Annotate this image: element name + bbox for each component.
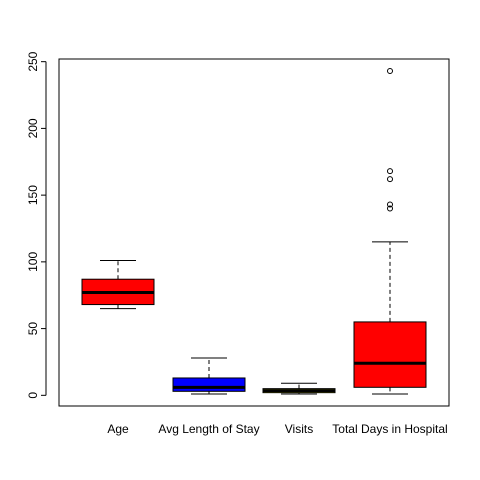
y-tick-label: 100 bbox=[26, 252, 40, 272]
x-tick-label: Age bbox=[107, 422, 129, 436]
y-tick-label: 50 bbox=[26, 322, 40, 336]
outlier-point bbox=[388, 177, 393, 182]
box-body bbox=[173, 378, 245, 391]
y-tick-label: 250 bbox=[26, 51, 40, 71]
x-tick-label: Visits bbox=[285, 422, 313, 436]
outlier-point bbox=[388, 69, 393, 74]
outlier-point bbox=[388, 169, 393, 174]
box-1 bbox=[173, 358, 245, 394]
y-tick-label: 200 bbox=[26, 118, 40, 138]
box-3 bbox=[354, 69, 426, 394]
x-tick-label: Avg Length of Stay bbox=[158, 422, 259, 436]
box-2 bbox=[263, 383, 335, 394]
x-tick-label: Total Days in Hospital bbox=[332, 422, 447, 436]
x-axis-labels: Age Avg Length of Stay Visits Total Days in… bbox=[107, 422, 447, 436]
y-tick-label: 150 bbox=[26, 185, 40, 205]
box-0 bbox=[82, 261, 154, 309]
y-axis: 0 50 100 150 200 250 bbox=[26, 51, 46, 398]
y-tick-label: 0 bbox=[26, 392, 40, 399]
boxes bbox=[82, 69, 426, 394]
box-body bbox=[354, 322, 426, 387]
